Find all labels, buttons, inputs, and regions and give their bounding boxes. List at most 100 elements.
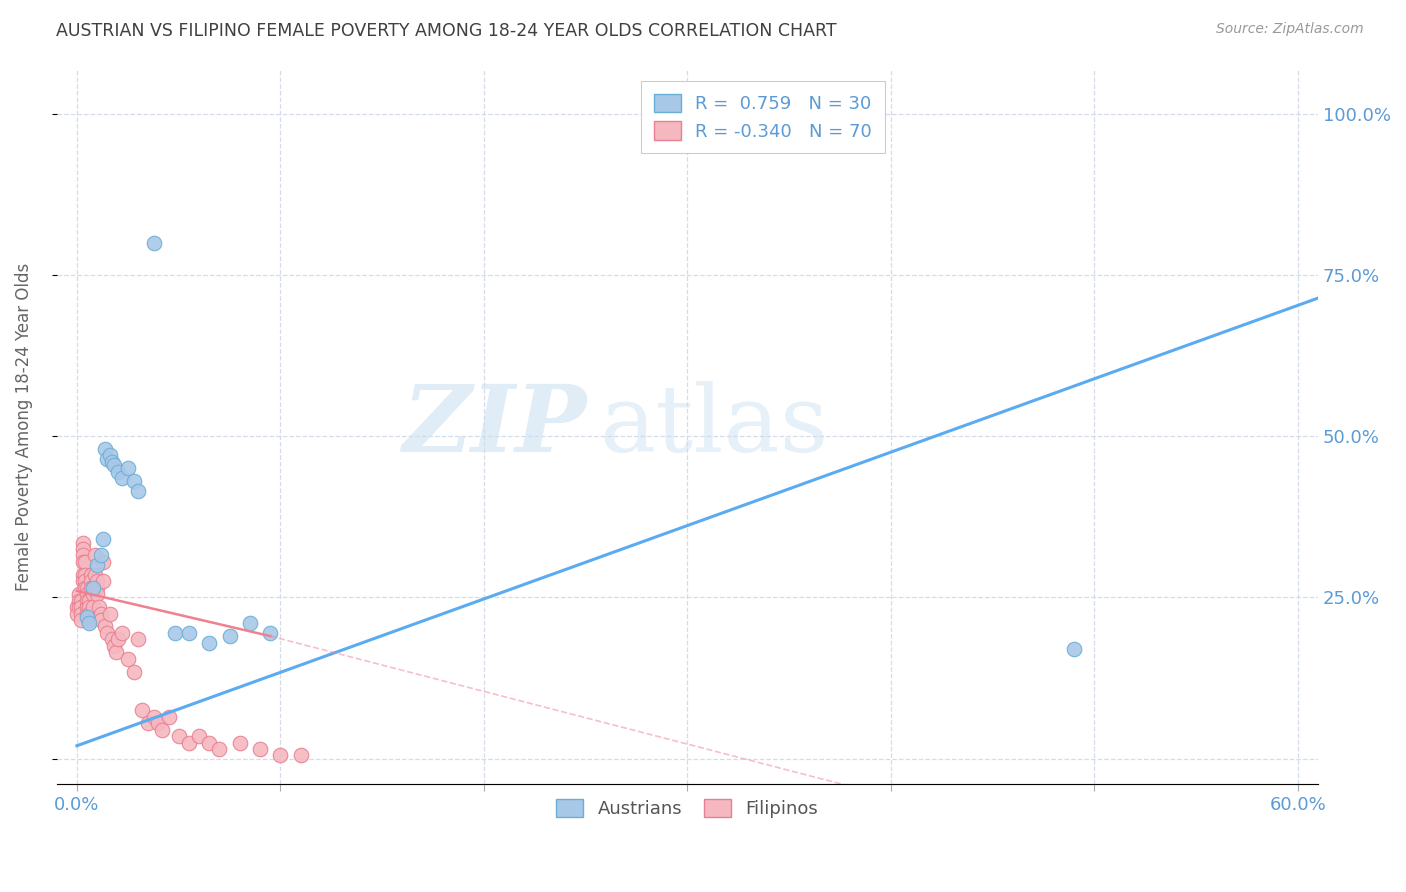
Point [75, 574, 97, 589]
Point [82, 587, 104, 601]
Point [76, 609, 98, 624]
Point [67, 600, 90, 615]
Point [122, 475, 145, 489]
Point [157, 709, 180, 723]
Point [117, 651, 139, 665]
Point [143, 235, 166, 250]
Point [143, 709, 166, 723]
Point [127, 483, 149, 498]
Point [82, 581, 104, 595]
Point [77, 613, 100, 627]
Point [188, 729, 211, 743]
Y-axis label: Female Poverty Among 18-24 Year Olds: Female Poverty Among 18-24 Year Olds [15, 262, 32, 591]
Point [80, 581, 103, 595]
Text: Source: ZipAtlas.com: Source: ZipAtlas.com [1216, 22, 1364, 37]
Point [167, 729, 190, 743]
Point [75, 555, 97, 569]
Point [218, 629, 240, 643]
Point [696, 106, 718, 120]
Legend: Austrians, Filipinos: Austrians, Filipinos [550, 792, 825, 825]
Point [107, 632, 129, 647]
Point [77, 593, 100, 607]
Point [72, 567, 94, 582]
Point [76, 600, 98, 615]
Point [1063, 642, 1085, 657]
Point [163, 625, 186, 640]
Point [76, 581, 98, 595]
Point [152, 723, 174, 737]
Point [84, 567, 107, 582]
Point [67, 593, 90, 607]
Point [72, 574, 94, 589]
Point [75, 581, 97, 595]
Point [111, 625, 134, 640]
Point [66, 600, 89, 615]
Text: AUSTRIAN VS FILIPINO FEMALE POVERTY AMONG 18-24 YEAR OLDS CORRELATION CHART: AUSTRIAN VS FILIPINO FEMALE POVERTY AMON… [56, 22, 837, 40]
Point [76, 607, 98, 621]
Point [93, 533, 115, 547]
Point [70, 600, 93, 615]
Point [208, 742, 231, 756]
Point [107, 465, 129, 479]
Point [117, 461, 139, 475]
Point [77, 600, 100, 615]
Point [93, 555, 115, 569]
Point [249, 742, 271, 756]
Point [84, 549, 107, 563]
Point [269, 748, 291, 763]
Point [259, 625, 281, 640]
Point [75, 567, 97, 582]
Point [90, 549, 112, 563]
Point [103, 639, 125, 653]
Point [104, 645, 127, 659]
Point [77, 607, 100, 621]
Point [100, 455, 122, 469]
Point [198, 735, 221, 749]
Point [86, 581, 108, 595]
Point [80, 567, 103, 582]
Point [177, 625, 200, 640]
Point [77, 616, 100, 631]
Point [72, 555, 94, 569]
Point [89, 600, 111, 615]
Point [80, 574, 103, 589]
Point [98, 607, 121, 621]
Point [96, 451, 118, 466]
Point [198, 635, 221, 649]
Point [86, 574, 108, 589]
Point [103, 458, 125, 472]
Point [70, 607, 93, 621]
Point [66, 607, 89, 621]
Point [94, 619, 117, 633]
Point [94, 442, 117, 456]
Point [76, 587, 98, 601]
Point [86, 558, 108, 573]
Point [76, 593, 98, 607]
Point [239, 616, 262, 631]
Point [72, 535, 94, 549]
Point [96, 625, 118, 640]
Point [70, 593, 93, 607]
Point [72, 541, 94, 556]
Point [100, 632, 122, 647]
Point [229, 735, 252, 749]
Text: atlas: atlas [599, 382, 828, 472]
Point [82, 581, 104, 595]
Point [70, 613, 93, 627]
Point [136, 716, 159, 731]
Point [72, 549, 94, 563]
Point [90, 613, 112, 627]
Point [82, 600, 104, 615]
Point [148, 716, 170, 731]
Point [93, 574, 115, 589]
Point [127, 632, 149, 647]
Point [177, 735, 200, 749]
Point [111, 471, 134, 485]
Point [86, 587, 108, 601]
Point [67, 587, 90, 601]
Point [98, 449, 121, 463]
Point [131, 703, 153, 717]
Point [122, 665, 145, 679]
Point [90, 607, 112, 621]
Point [676, 106, 699, 120]
